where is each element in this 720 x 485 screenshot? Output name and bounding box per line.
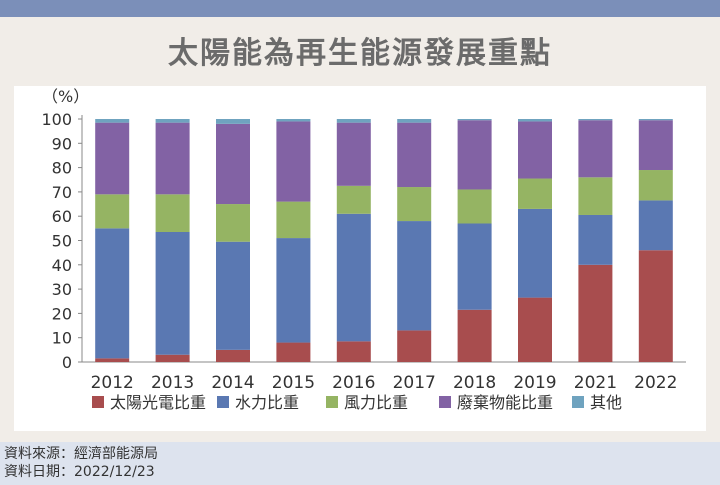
bar-segment-2019: [518, 208, 552, 298]
bar-segment-2021: [578, 214, 613, 265]
bar-segment-2012: [95, 122, 130, 195]
legend-label: 廢棄物能比重: [457, 393, 553, 412]
bar-segment-2022: [638, 119, 673, 121]
bar-segment-2017: [397, 330, 432, 362]
bar-segment-2012: [95, 358, 130, 362]
bar-segment-2018: [457, 119, 492, 121]
legend-swatch: [217, 396, 229, 408]
bar-segment-2013: [155, 122, 190, 195]
bar-segment-2021: [578, 119, 613, 121]
legend-swatch: [326, 396, 338, 408]
legend-label: 其他: [590, 393, 622, 412]
bar-segment-2014: [216, 123, 250, 205]
bar-segment-2016: [336, 341, 371, 362]
bar-segment-2013: [155, 354, 190, 362]
y-axis-unit: （%）: [42, 87, 89, 106]
bar-segment-2016: [336, 185, 371, 214]
legend-label: 太陽光電比重: [110, 393, 206, 412]
bar-segment-2017: [397, 221, 432, 331]
date-text: 資料日期：2022/12/23: [4, 464, 155, 480]
legend-swatch: [439, 396, 451, 408]
bar-segment-2015: [276, 119, 311, 122]
bar-segment-2022: [638, 200, 673, 251]
bar-segment-2014: [216, 204, 250, 242]
x-tick-label: 2012: [91, 373, 134, 393]
bar-segment-2021: [578, 177, 613, 215]
source-text: 資料來源：經濟部能源局: [4, 446, 158, 462]
bar-segment-2019: [518, 119, 552, 122]
bar-segment-2022: [638, 250, 673, 362]
y-tick-label: 70: [52, 183, 72, 202]
source-block: 資料來源：經濟部能源局 資料日期：2022/12/23: [4, 445, 158, 481]
chart-title: 太陽能為再生能源發展重點: [168, 36, 552, 71]
bar-segment-2015: [276, 201, 311, 239]
y-tick-label: 0: [62, 353, 72, 372]
bar-segment-2022: [638, 170, 673, 201]
y-tick-label: 30: [52, 280, 72, 299]
x-tick-label: 2017: [393, 373, 436, 393]
bar-segment-2018: [457, 120, 492, 190]
bar-segment-2018: [457, 309, 492, 362]
bar-segment-2018: [457, 223, 492, 310]
bar-segment-2021: [578, 120, 613, 178]
bar-segment-2014: [216, 349, 250, 362]
bar-segment-2022: [638, 120, 673, 171]
x-tick-label: 2022: [634, 373, 677, 393]
y-tick-label: 90: [52, 134, 72, 153]
bar-segment-2015: [276, 121, 311, 202]
bar-segment-2017: [397, 122, 432, 188]
y-tick-label: 100: [41, 110, 72, 129]
bar-segment-2012: [95, 119, 130, 123]
bar-segment-2021: [578, 264, 613, 362]
bar-segment-2015: [276, 238, 311, 343]
bar-segment-2013: [155, 194, 190, 232]
bar-segment-2014: [216, 119, 250, 124]
legend-label: 水力比重: [235, 393, 299, 412]
y-tick-label: 80: [52, 159, 72, 178]
bar-segment-2019: [518, 297, 552, 362]
y-tick-label: 50: [52, 232, 72, 251]
x-tick-label: 2016: [332, 373, 375, 393]
bar-segment-2017: [397, 119, 432, 123]
bar-segment-2012: [95, 194, 130, 229]
y-tick-label: 10: [52, 329, 72, 348]
bar-segment-2018: [457, 189, 492, 224]
bottom-band: [0, 442, 720, 485]
top-band: [0, 0, 720, 17]
bar-segment-2019: [518, 178, 552, 209]
x-tick-label: 2021: [574, 373, 617, 393]
bar-segment-2013: [155, 231, 190, 355]
x-tick-label: 2015: [272, 373, 315, 393]
bar-segment-2016: [336, 213, 371, 342]
x-tick-label: 2013: [151, 373, 194, 393]
y-tick-label: 20: [52, 304, 72, 323]
stacked-bar-chart: （%） 0 10 20 30 40 50 60 70 80 90 100 2012 2013 2014 201…: [41, 87, 686, 412]
x-tick-label: 2014: [211, 373, 254, 393]
legend-label: 風力比重: [344, 393, 408, 412]
chart-panel: （%） 0 10 20 30 40 50 60 70 80 90 100 2012 2013 2014 201…: [14, 86, 706, 431]
y-tick-label: 60: [52, 207, 72, 226]
legend-swatch: [92, 396, 104, 408]
bar-segment-2013: [155, 119, 190, 123]
y-tick-label: 40: [52, 256, 72, 275]
bar-segment-2015: [276, 342, 311, 362]
x-tick-label: 2019: [513, 373, 556, 393]
bar-segment-2016: [336, 122, 371, 186]
bar-segment-2014: [216, 241, 250, 350]
bar-segment-2019: [518, 121, 552, 179]
bar-segment-2012: [95, 228, 130, 359]
x-tick-label: 2018: [453, 373, 496, 393]
bar-segment-2017: [397, 187, 432, 222]
legend-swatch: [572, 396, 584, 408]
bar-segment-2016: [336, 119, 371, 123]
